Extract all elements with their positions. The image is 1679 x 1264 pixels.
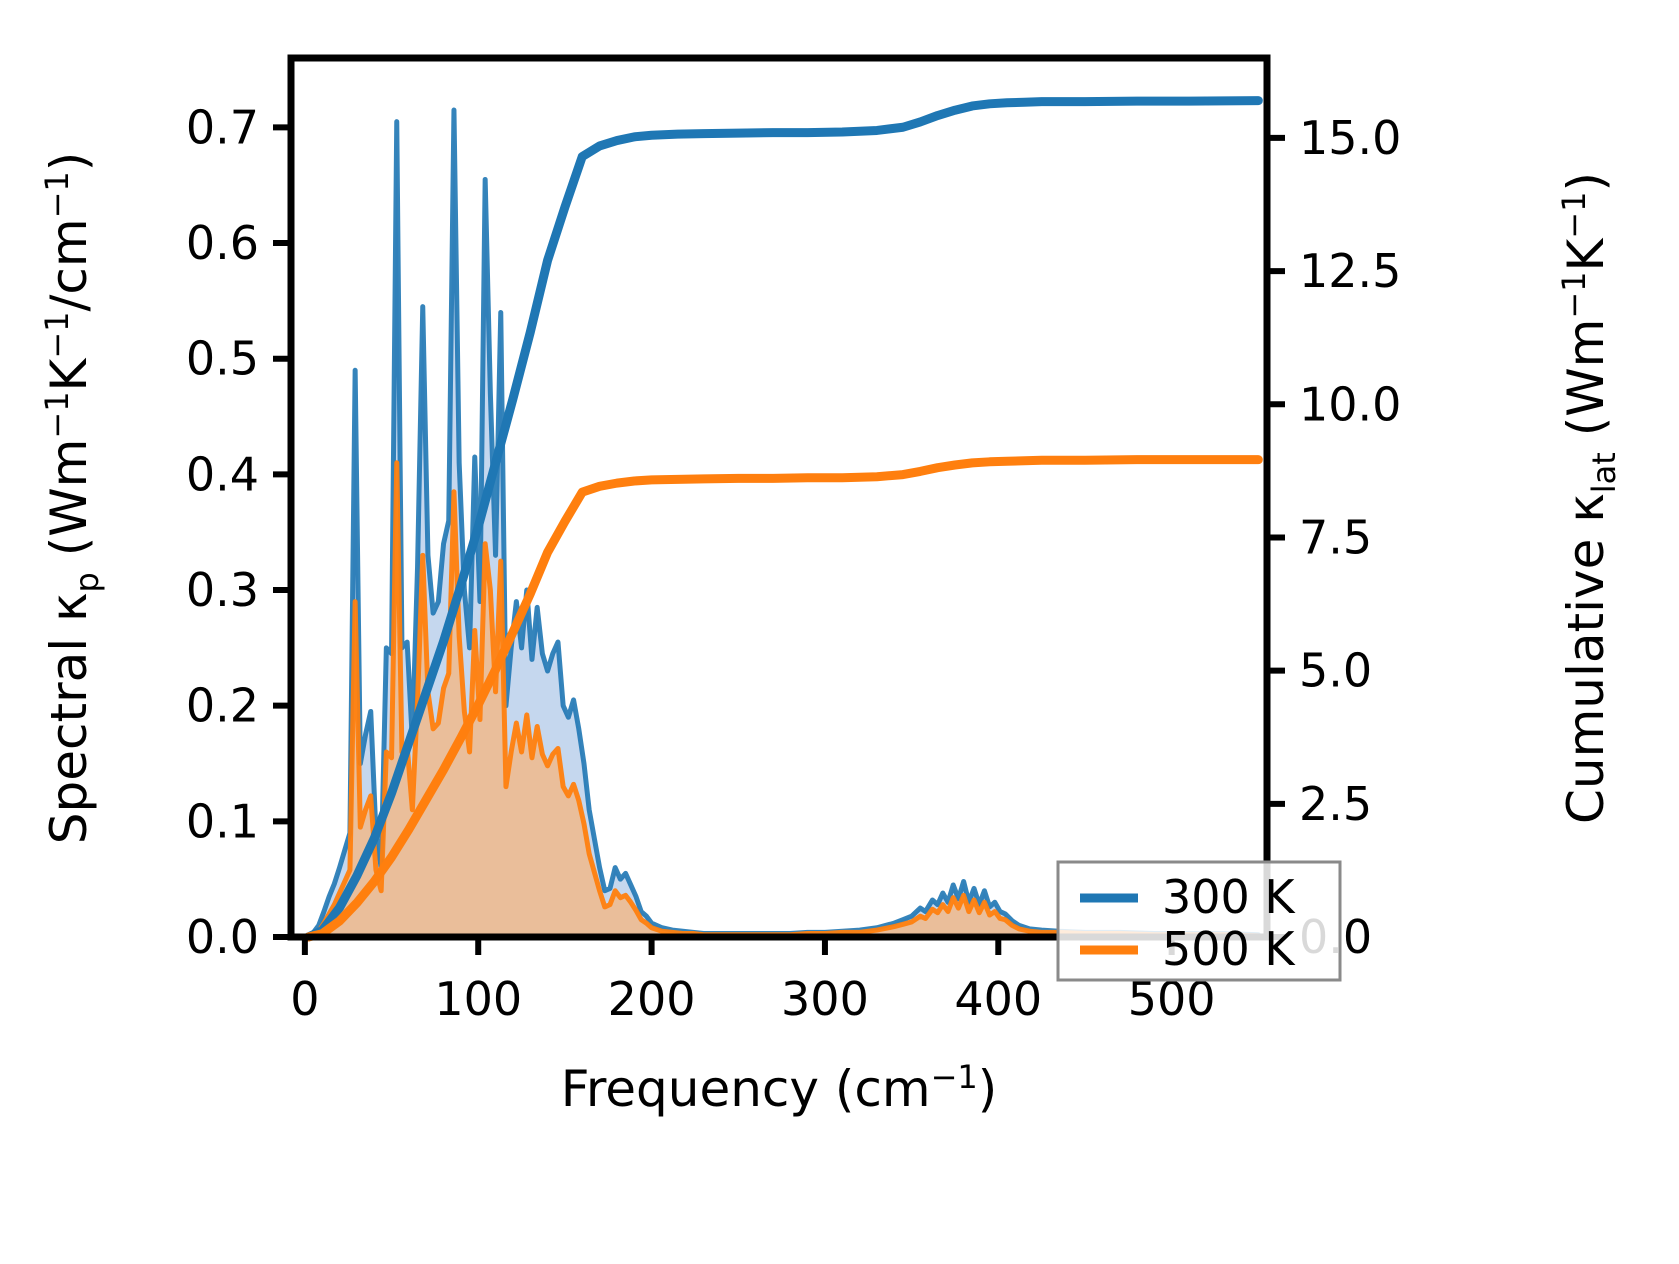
bottom-label-exp: −1 [931,1058,978,1096]
spectral-line-300k [305,107,1261,940]
legend-box [1056,860,1342,982]
left-label-exp3: −1 [38,171,76,218]
left-label-exp1: −1 [38,391,76,438]
bottom-label-close: ) [978,1060,998,1118]
right-label-main: Cumulative [1557,523,1615,824]
right-label-kappa: κ [1557,493,1615,522]
left-label-cm: /cm [40,218,98,311]
left-tick-label-6: 0.6 [186,216,259,270]
left-tick-label-3: 0.3 [186,563,259,617]
right-tick-label-5: 12.5 [1299,244,1401,298]
right-label-close: ) [1557,172,1615,192]
left-tick-label-2: 0.2 [186,679,259,733]
right-label-sub: lat [1585,452,1623,493]
left-label-units: (Wm [40,439,98,573]
bottom-tick-label-0: 0 [290,972,319,1026]
legend[interactable]: 300 K 500 K [1056,860,1342,982]
cumulative-curves [303,96,1263,942]
bottom-tick-label-4: 400 [954,972,1042,1026]
axes-frame [287,54,1271,941]
right-tick-label-2: 5.0 [1299,644,1372,698]
right-axis-label: Cumulative κlat (Wm−1K−1) [1555,172,1623,824]
left-tick-label-7: 0.7 [186,100,259,154]
left-tick-label-4: 0.4 [186,447,259,501]
left-tick-label-0: 0.0 [186,910,259,964]
right-tick-label-4: 10.0 [1299,377,1401,431]
left-label-close: ) [40,152,98,172]
spectral-fills [308,110,1259,938]
left-label-kunit: K [40,357,98,391]
bottom-tick-label-3: 300 [781,972,869,1026]
left-axis-ticks [273,124,291,940]
cumulative-line-500k [303,455,1263,942]
left-axis-tick-labels: 0.0 0.1 0.2 0.3 0.4 0.5 0.6 0.7 [186,100,259,964]
right-label-exp1: −1 [1555,271,1593,318]
legend-label-300k[interactable]: 300 K [1162,870,1296,924]
left-label-sub: p [68,572,106,592]
legend-label-500k[interactable]: 500 K [1162,922,1296,976]
plot-frame [287,54,1271,941]
left-label-exp2: −1 [38,311,76,358]
left-tick-label-5: 0.5 [186,332,259,386]
bottom-tick-label-1: 100 [434,972,522,1026]
bottom-axis-label: Frequency (cm−1) [561,1058,998,1118]
cumulative-line-300k [303,96,1263,942]
bottom-axis-tick-labels: 0 100 200 300 400 500 [290,972,1215,1026]
area-fill-500k [308,462,1259,937]
right-label-units: (Wm [1557,319,1615,453]
right-tick-label-3: 7.5 [1299,510,1372,564]
left-axis-label: Spectral κp (Wm−1K−1/cm−1) [38,152,106,845]
right-label-exp2: −1 [1555,192,1593,239]
right-axis-tick-labels: 0.02.55.07.510.012.515.0 [1299,111,1401,964]
area-fill-300k [308,110,1259,938]
right-label-kunit: K [1557,237,1615,271]
left-label-main: Spectral [40,622,98,844]
bottom-tick-label-2: 200 [608,972,696,1026]
right-tick-label-1: 2.5 [1299,777,1372,831]
bottom-label-main: Frequency (cm [561,1060,931,1118]
left-tick-label-1: 0.1 [186,794,259,848]
left-label-kappa: κ [40,592,98,621]
right-tick-label-6: 15.0 [1299,111,1401,165]
